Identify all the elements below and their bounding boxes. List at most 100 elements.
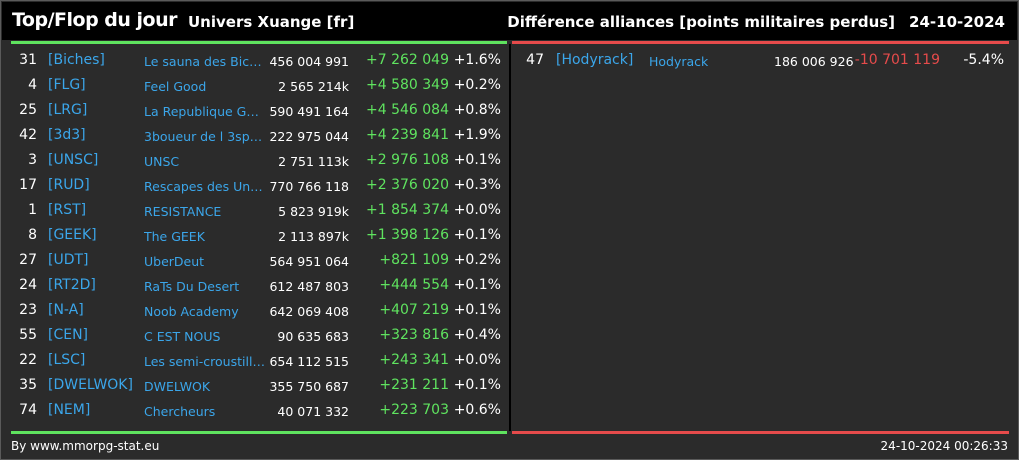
alliance-rank: 4 <box>28 77 37 93</box>
subtitle-text: Différence alliances [points militaires … <box>507 13 896 31</box>
flop-accent-line <box>512 41 1009 44</box>
universe-label: Univers Xuange [fr] <box>188 13 355 31</box>
alliance-points: 5 823 919k <box>278 204 349 219</box>
alliance-tag-link[interactable]: [N-A] <box>48 302 84 318</box>
top-alliance-row: 24 [RT2D] RaTs Du Desert 612 487 803 +444 55… <box>11 273 507 298</box>
alliance-tag-link[interactable]: [Hodyrack] <box>556 52 634 68</box>
percent-change: +0.0% <box>453 202 501 218</box>
alliance-tag-link[interactable]: [3d3] <box>48 127 86 143</box>
alliance-rank: 31 <box>19 52 37 68</box>
alliance-tag-link[interactable]: [FLG] <box>48 77 86 93</box>
points-difference: +2 976 108 <box>366 152 449 168</box>
flop-bottom-line <box>512 431 1009 434</box>
top-alliance-row: 23 [N-A] Noob Academy 642 069 408 +407 219 +0… <box>11 298 507 323</box>
top-bottom-line <box>11 431 507 434</box>
top-alliance-row: 1 [RST] RESISTANCE 5 823 919k +1 854 374 +0.0… <box>11 198 507 223</box>
points-difference: +4 546 084 <box>366 102 449 118</box>
top-alliance-row: 74 [NEM] Chercheurs 40 071 332 +223 703 +0.6% <box>11 398 507 423</box>
top-alliance-row: 31 [Biches] Le sauna des Biche... 456 004 9… <box>11 48 507 73</box>
points-difference: +223 703 <box>379 402 449 418</box>
flop-list: 47 [Hodyrack] Hodyrack 186 006 926 -10 701 1… <box>512 48 1009 73</box>
alliance-tag-link[interactable]: [NEM] <box>48 402 91 418</box>
percent-change: +1.6% <box>453 52 501 68</box>
alliance-tag-link[interactable]: [Biches] <box>48 52 105 68</box>
alliance-tag-link[interactable]: [UDT] <box>48 252 89 268</box>
alliance-name-link[interactable]: Feel Good <box>144 79 207 94</box>
alliance-points: 355 750 687 <box>269 379 349 394</box>
alliance-rank: 25 <box>19 102 37 118</box>
alliance-name-link[interactable]: Le sauna des Biche... <box>144 54 266 69</box>
points-difference: +2 376 020 <box>366 177 449 193</box>
footer-source: By www.mmorpg-stat.eu <box>11 439 160 453</box>
alliance-name-link[interactable]: La Republique Gala... <box>144 104 266 119</box>
top-alliance-row: 22 [LSC] Les semi-croustilla... 654 112 515… <box>11 348 507 373</box>
alliance-tag-link[interactable]: [UNSC] <box>48 152 99 168</box>
points-difference: +4 239 841 <box>366 127 449 143</box>
alliance-name-link[interactable]: DWELWOK <box>144 379 211 394</box>
percent-change: +0.2% <box>453 252 501 268</box>
alliance-name-link[interactable]: UNSC <box>144 154 180 169</box>
points-difference: +323 816 <box>379 327 449 343</box>
alliance-rank: 17 <box>19 177 37 193</box>
percent-change: +0.2% <box>453 77 501 93</box>
alliance-points: 590 491 164 <box>269 104 349 119</box>
alliance-points: 40 071 332 <box>277 404 349 419</box>
alliance-tag-link[interactable]: [RUD] <box>48 177 90 193</box>
alliance-points: 90 635 683 <box>277 329 349 344</box>
percent-change: +0.4% <box>453 327 501 343</box>
alliance-name-link[interactable]: 3boueur de l 3space <box>144 129 266 144</box>
alliance-rank: 8 <box>28 227 37 243</box>
alliance-tag-link[interactable]: [LRG] <box>48 102 88 118</box>
alliance-tag-link[interactable]: [RT2D] <box>48 277 96 293</box>
alliance-name-link[interactable]: RaTs Du Desert <box>144 279 240 294</box>
alliance-rank: 42 <box>19 127 37 143</box>
percent-change: +1.9% <box>453 127 501 143</box>
alliance-tag-link[interactable]: [GEEK] <box>48 227 97 243</box>
alliance-points: 2 751 113k <box>278 154 349 169</box>
alliance-points: 186 006 926 <box>774 54 854 69</box>
percent-change: +0.3% <box>453 177 501 193</box>
page-title: Top/Flop du jour <box>12 9 178 31</box>
alliance-name-link[interactable]: Chercheurs <box>144 404 216 419</box>
alliance-points: 642 069 408 <box>269 304 349 319</box>
top-alliance-row: 35 [DWELWOK] DWELWOK 355 750 687 +231 211 +0.… <box>11 373 507 398</box>
alliance-points: 2 113 897k <box>278 229 349 244</box>
alliance-tag-link[interactable]: [CEN] <box>48 327 89 343</box>
alliance-tag-link[interactable]: [DWELWOK] <box>48 377 133 393</box>
header-date: 24-10-2024 <box>909 13 1005 31</box>
points-difference: +1 398 126 <box>366 227 449 243</box>
alliance-name-link[interactable]: The GEEK <box>144 229 205 244</box>
percent-change: -5.4% <box>963 52 1004 68</box>
alliance-rank: 23 <box>19 302 37 318</box>
alliance-points: 456 004 991 <box>269 54 349 69</box>
alliance-rank: 24 <box>19 277 37 293</box>
points-difference: +231 211 <box>379 377 449 393</box>
flop-alliance-row: 47 [Hodyrack] Hodyrack 186 006 926 -10 701 1… <box>512 48 1009 73</box>
alliance-tag-link[interactable]: [LSC] <box>48 352 86 368</box>
alliance-rank: 35 <box>19 377 37 393</box>
points-difference: -10 701 119 <box>854 52 940 68</box>
top-alliance-row: 3 [UNSC] UNSC 2 751 113k +2 976 108 +0.1% <box>11 148 507 173</box>
alliance-rank: 27 <box>19 252 37 268</box>
header-bar: Top/Flop du jour Univers Xuange [fr] Dif… <box>2 2 1017 40</box>
alliance-points: 654 112 515 <box>269 354 349 369</box>
alliance-points: 770 766 118 <box>269 179 349 194</box>
percent-change: +0.1% <box>453 277 501 293</box>
alliance-rank: 1 <box>28 202 37 218</box>
top-accent-line <box>11 41 507 44</box>
percent-change: +0.1% <box>453 152 501 168</box>
points-difference: +407 219 <box>379 302 449 318</box>
percent-change: +0.6% <box>453 402 501 418</box>
alliance-name-link[interactable]: Rescapes des Univ... <box>144 179 266 194</box>
alliance-name-link[interactable]: Hodyrack <box>649 54 709 69</box>
points-difference: +243 341 <box>379 352 449 368</box>
alliance-name-link[interactable]: RESISTANCE <box>144 204 222 219</box>
alliance-tag-link[interactable]: [RST] <box>48 202 87 218</box>
alliance-name-link[interactable]: Les semi-croustilla... <box>144 354 266 369</box>
alliance-name-link[interactable]: C EST NOUS <box>144 329 221 344</box>
alliance-name-link[interactable]: UberDeut <box>144 254 205 269</box>
alliance-points: 222 975 044 <box>269 129 349 144</box>
percent-change: +0.1% <box>453 377 501 393</box>
alliance-name-link[interactable]: Noob Academy <box>144 304 239 319</box>
points-difference: +821 109 <box>379 252 449 268</box>
